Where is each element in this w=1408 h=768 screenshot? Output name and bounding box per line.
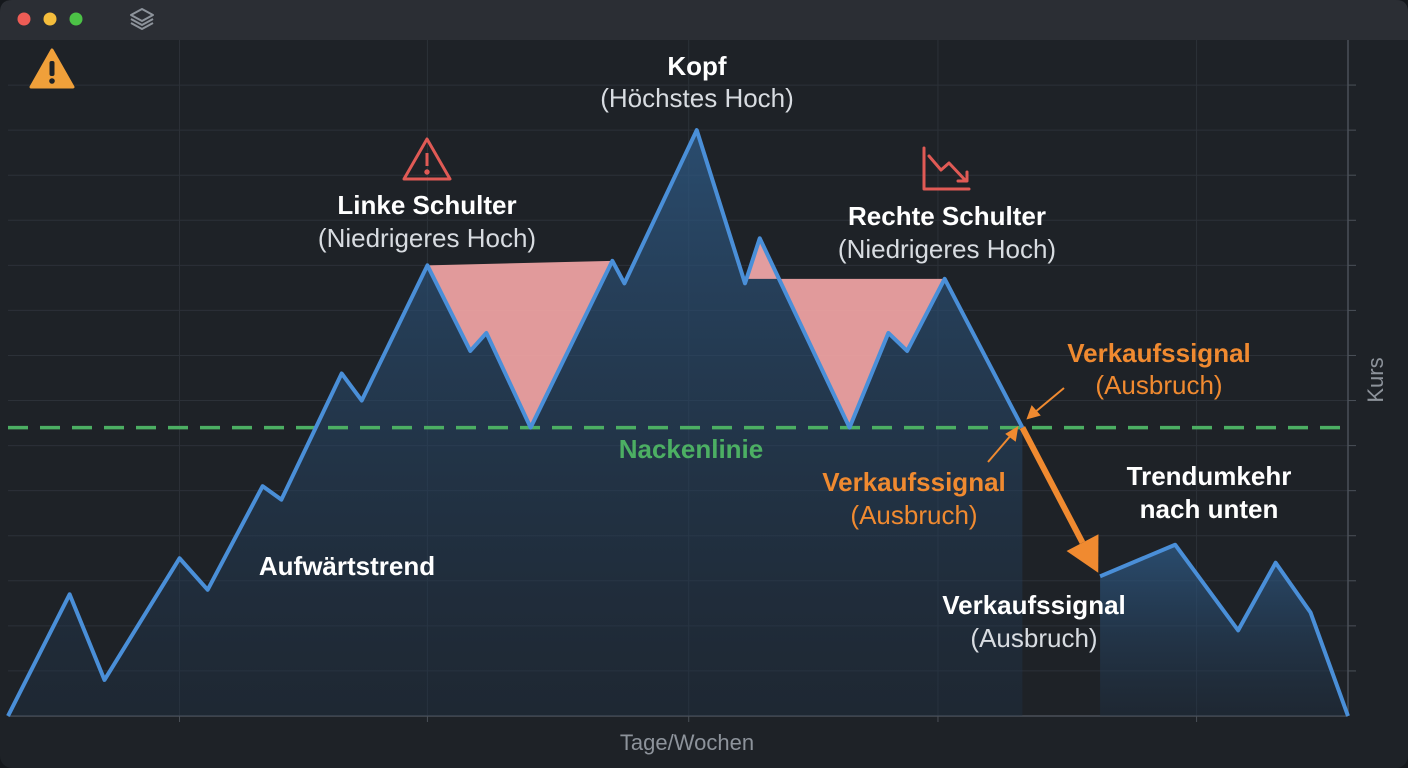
- shoulder-fill: [746, 238, 945, 428]
- annotation: Linke Schulter: [337, 190, 516, 220]
- annotation: (Niedrigeres Hoch): [838, 234, 1056, 264]
- minimize-button[interactable]: [43, 12, 57, 26]
- annotation: (Ausbruch): [970, 623, 1097, 653]
- annotation: (Ausbruch): [1095, 370, 1222, 400]
- annotation: Verkaufssignal: [942, 590, 1126, 620]
- annotation: Kopf: [667, 51, 727, 81]
- annotation: nach unten: [1140, 494, 1279, 524]
- warning-icon: [29, 48, 75, 89]
- annotation: Verkaufssignal: [1067, 338, 1251, 368]
- annotation: (Niedrigeres Hoch): [318, 223, 536, 253]
- shoulder-fill: [427, 260, 613, 428]
- plot-area: [6, 40, 1356, 722]
- annotation: (Höchstes Hoch): [600, 83, 794, 113]
- annotation: Nackenlinie: [619, 434, 764, 464]
- annotation: Aufwärtstrend: [259, 551, 435, 581]
- annotation: (Ausbruch): [850, 500, 977, 530]
- price-line: [1099, 542, 1350, 717]
- maximize-button[interactable]: [69, 12, 83, 26]
- area-fill: [1100, 544, 1348, 716]
- annotation: Verkaufssignal: [822, 467, 1006, 497]
- price-line: [6, 128, 1025, 717]
- annotation: Rechte Schulter: [848, 201, 1046, 231]
- layers-icon: [130, 8, 154, 30]
- signal-pointers: [987, 387, 1065, 463]
- breakout-arrowhead: [1066, 534, 1099, 573]
- breakout-arrow: [1019, 426, 1086, 545]
- title-bar: [0, 0, 1408, 40]
- close-button[interactable]: [17, 12, 31, 26]
- x-axis-label: Tage/Wochen: [620, 730, 754, 755]
- y-axis-label: Kurs: [1363, 357, 1388, 402]
- annotation: Trendumkehr: [1127, 461, 1292, 491]
- shoulder-warning-icon: [402, 137, 452, 181]
- downtrend-icon: [922, 146, 971, 191]
